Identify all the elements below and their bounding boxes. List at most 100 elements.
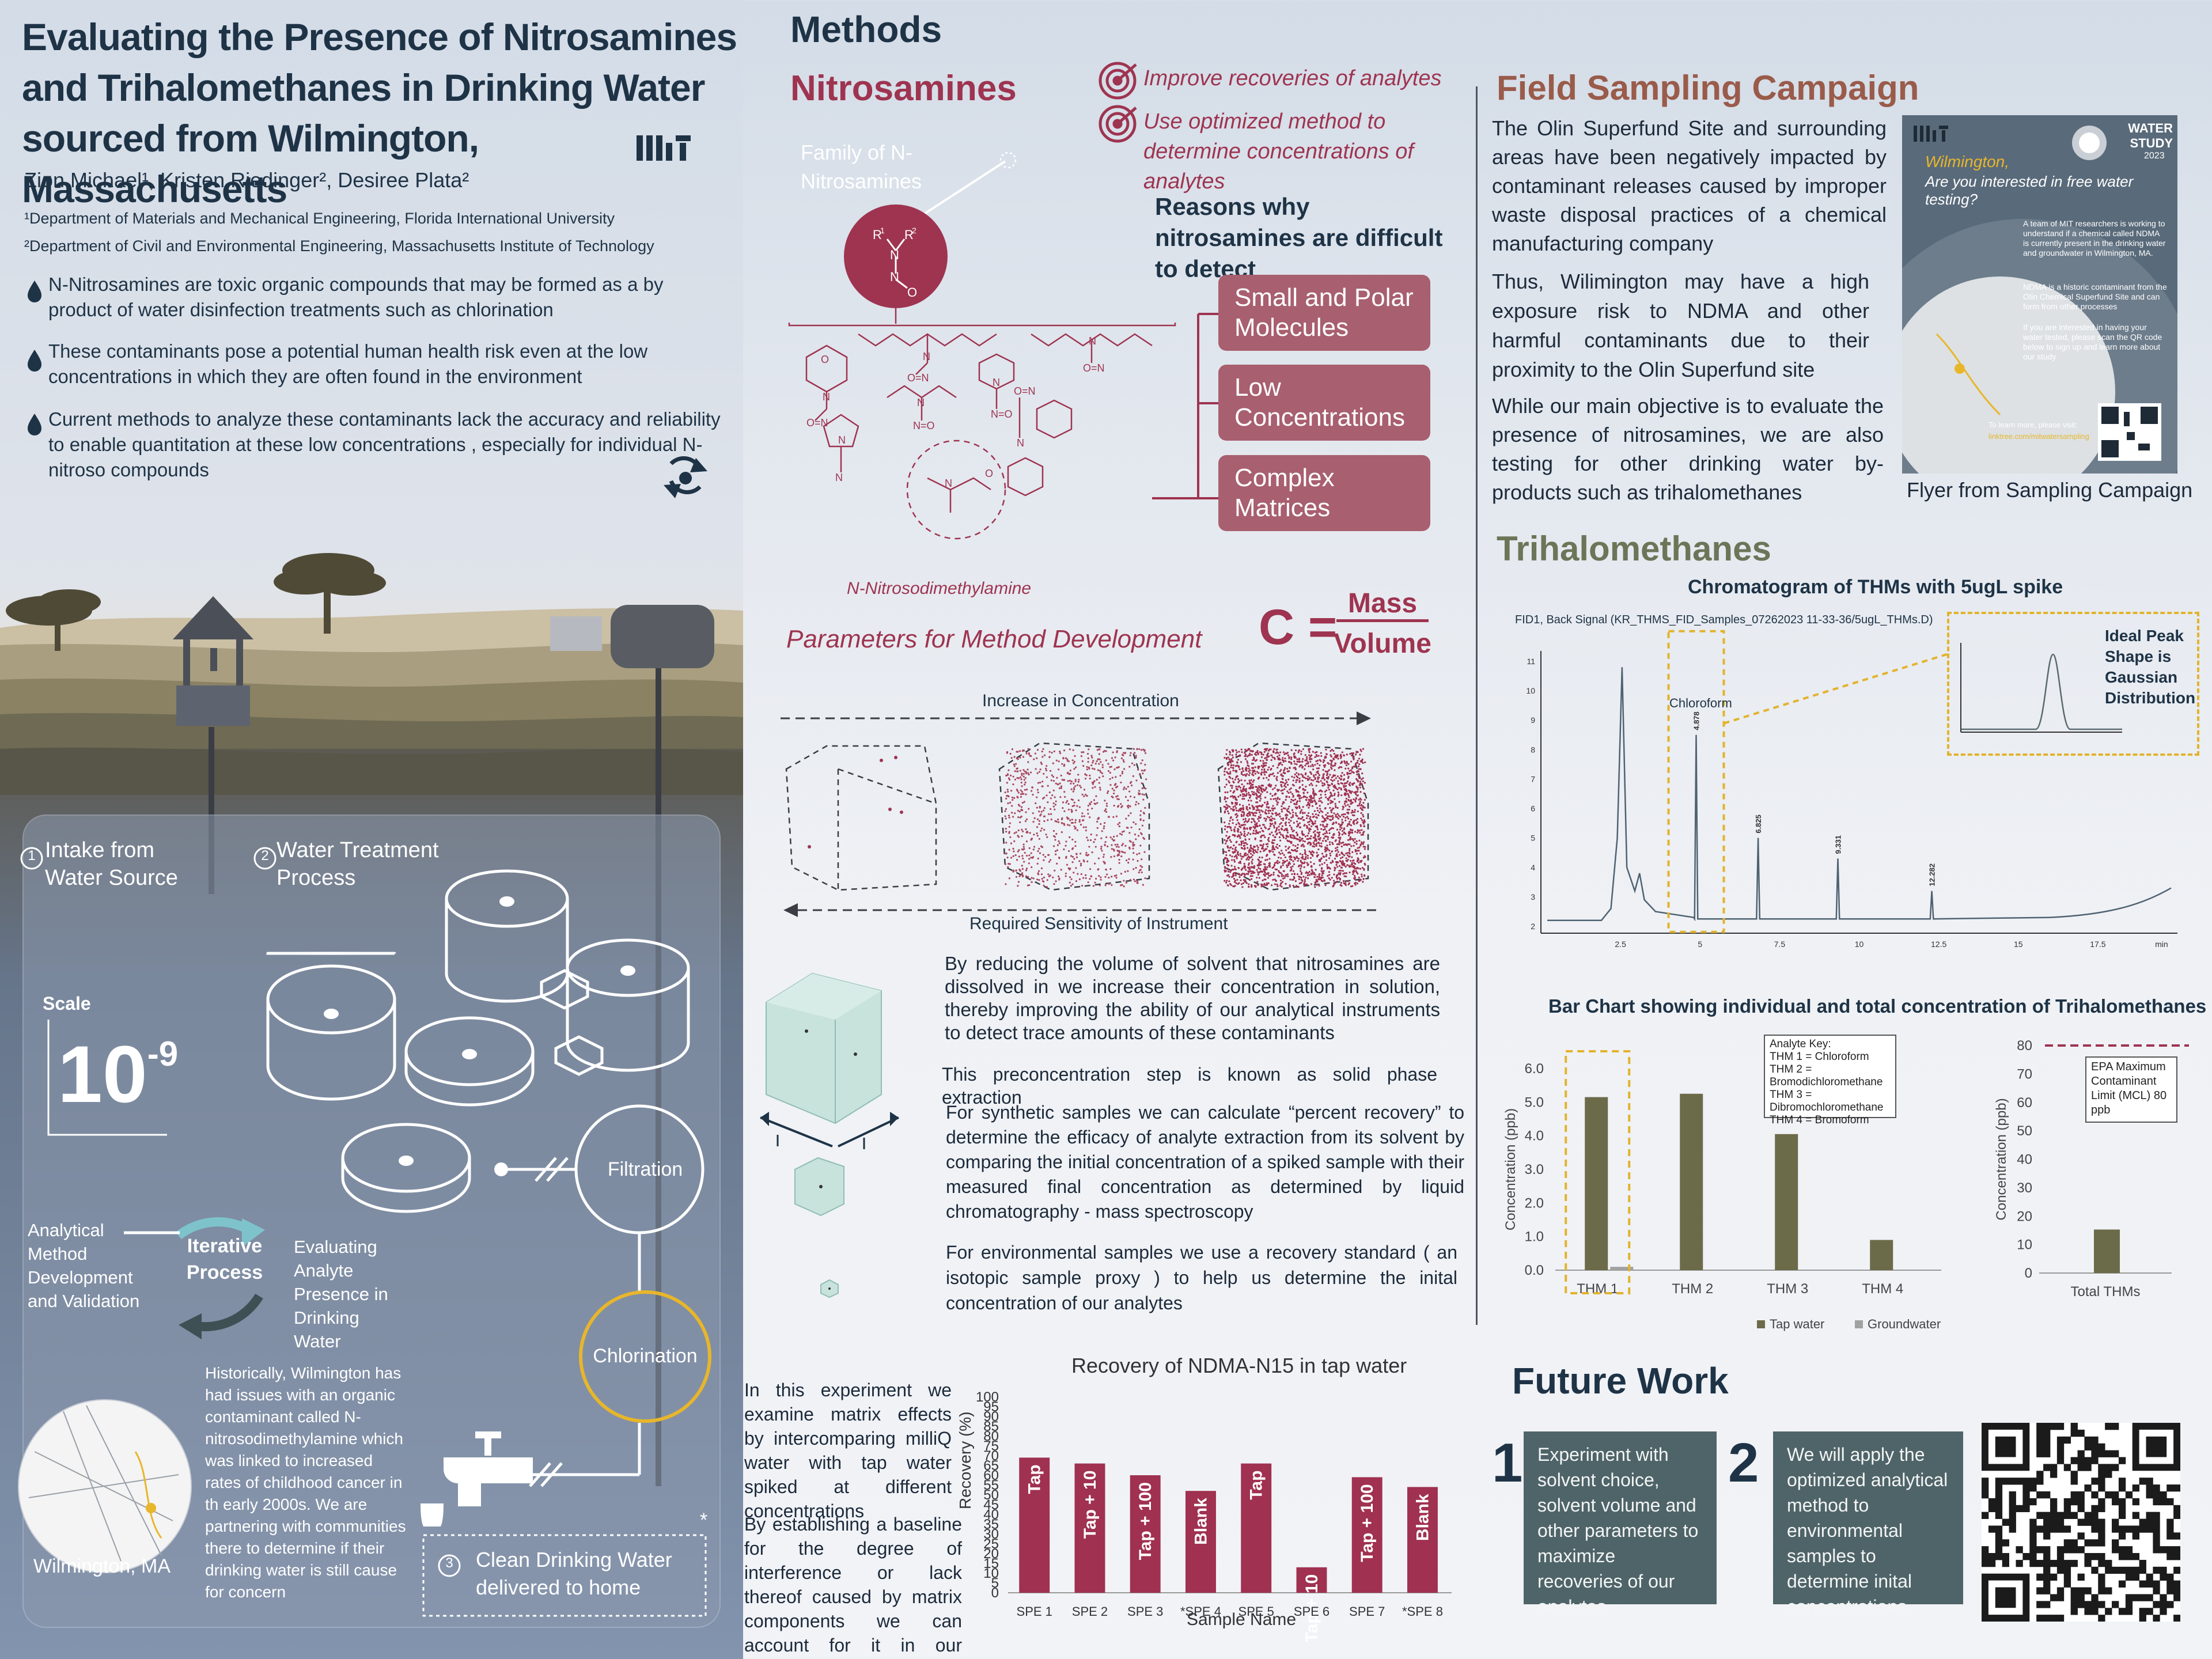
dot <box>1248 783 1251 785</box>
dot <box>1302 788 1304 791</box>
dot <box>1071 861 1074 863</box>
dot <box>1272 788 1274 790</box>
y-tick-label: 70 <box>983 1448 999 1464</box>
dot <box>1327 797 1329 800</box>
dot <box>1240 815 1243 817</box>
dot <box>1308 827 1310 830</box>
dot <box>1321 853 1324 855</box>
dot <box>1347 794 1350 797</box>
dot <box>1081 751 1083 753</box>
peak-label: 4.878 <box>1692 711 1701 730</box>
dot <box>1084 778 1087 780</box>
dot <box>1332 757 1335 760</box>
dot <box>1058 840 1060 842</box>
dot <box>1310 835 1312 838</box>
dot <box>1259 831 1261 833</box>
dot <box>1257 767 1260 770</box>
dot <box>1240 779 1243 781</box>
dot <box>1359 781 1361 783</box>
dot <box>1239 794 1241 797</box>
dot <box>1351 771 1354 773</box>
qr-module <box>2153 1498 2160 1506</box>
dot <box>1036 772 1039 774</box>
qr-module <box>2077 1464 2085 1471</box>
dot <box>1293 876 1295 878</box>
dot <box>1016 777 1018 779</box>
qr-module <box>2050 1525 2058 1533</box>
dot <box>1284 822 1286 824</box>
dot <box>1358 768 1360 770</box>
qr-module <box>2112 1525 2119 1533</box>
flyer-link[interactable]: linktree.com/mitwatersampling <box>1988 432 2089 441</box>
dot <box>1057 875 1060 877</box>
qr-module <box>2118 1580 2126 1588</box>
dot <box>1327 786 1330 789</box>
dot <box>1255 809 1257 812</box>
qr-module <box>2029 1532 2037 1540</box>
dot <box>1317 854 1319 856</box>
dot <box>1260 797 1262 800</box>
dot <box>1298 798 1301 800</box>
dot <box>1039 768 1041 771</box>
dot <box>1096 834 1098 836</box>
dot <box>1245 869 1247 871</box>
dot <box>1235 776 1237 779</box>
dot <box>1105 805 1108 807</box>
dot <box>1115 874 1118 877</box>
dot <box>1349 871 1351 874</box>
dot <box>1291 878 1293 881</box>
dot <box>1224 774 1226 776</box>
qr-module <box>1988 1559 1996 1567</box>
dot <box>1109 778 1111 780</box>
dot <box>1021 868 1024 870</box>
dot <box>1284 860 1287 863</box>
dot <box>1093 799 1096 801</box>
dot <box>1308 765 1310 767</box>
dot <box>1097 758 1100 760</box>
dot <box>1287 875 1289 877</box>
dot <box>1349 832 1351 835</box>
dot <box>1353 798 1355 801</box>
dot <box>1340 827 1343 830</box>
dot <box>1256 869 1258 871</box>
dot <box>1336 788 1339 791</box>
dot <box>1123 760 1125 763</box>
qr-code[interactable] <box>1982 1423 2180 1622</box>
dot <box>1140 749 1143 751</box>
qr-module <box>2016 1546 2023 1554</box>
dot <box>1301 784 1304 786</box>
dot <box>1320 760 1322 762</box>
dot <box>1260 863 1262 866</box>
recovery-bar <box>1241 1463 1272 1593</box>
column-divider <box>1476 86 1478 1325</box>
dot <box>1100 846 1103 848</box>
dot <box>1331 877 1333 879</box>
dot <box>1028 774 1030 776</box>
dot <box>1229 847 1231 849</box>
dot <box>1094 763 1097 765</box>
dot <box>1359 843 1362 846</box>
dot <box>1038 810 1040 813</box>
dot <box>1340 794 1343 797</box>
dot <box>1308 830 1310 832</box>
dot <box>1125 787 1127 790</box>
thm-bar <box>1585 1097 1608 1270</box>
recovery-bar <box>1407 1487 1438 1593</box>
dot <box>1058 768 1060 771</box>
dot <box>1100 771 1102 774</box>
qr-module <box>2070 1608 2078 1615</box>
dot <box>1350 885 1353 888</box>
dot <box>1361 859 1363 862</box>
dot <box>1346 808 1349 811</box>
dot <box>1272 805 1274 807</box>
dot <box>1278 757 1281 760</box>
dot <box>1336 874 1339 876</box>
dot <box>1021 772 1023 775</box>
dot <box>1351 851 1354 853</box>
dot <box>1272 809 1274 812</box>
dot <box>1120 884 1122 887</box>
dot <box>1293 760 1296 763</box>
dot <box>1325 753 1328 755</box>
dot <box>1230 758 1233 760</box>
qr-module <box>2036 1601 2044 1608</box>
